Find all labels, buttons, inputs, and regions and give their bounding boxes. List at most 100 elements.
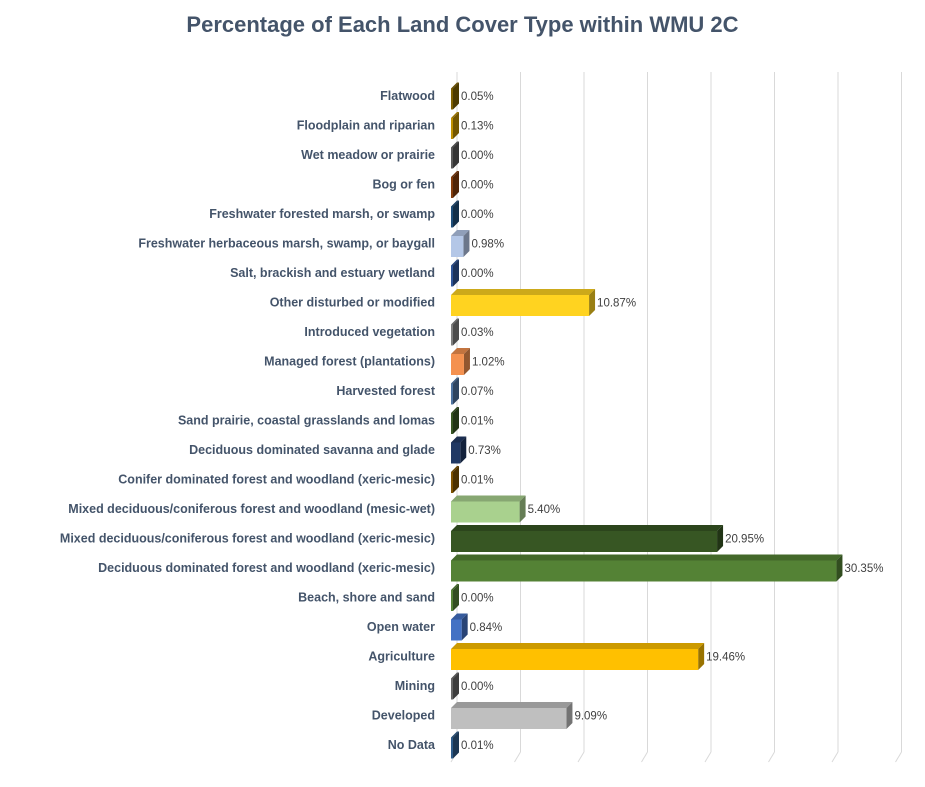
bar-side-face [589, 289, 596, 316]
data-label: 0.00% [461, 150, 494, 162]
category-label: Flatwood [380, 89, 435, 103]
bar-side-face [453, 377, 459, 405]
bar-side-face [836, 554, 843, 582]
bar-side-face [453, 82, 459, 110]
bar-top-face [451, 348, 470, 354]
bar-top-face [451, 554, 843, 561]
bar-side-face [453, 318, 459, 346]
category-label: Agriculture [368, 650, 435, 664]
category-label: Mixed deciduous/coniferous forest and wo… [60, 532, 435, 546]
bar [451, 413, 453, 434]
data-label: 0.07% [461, 386, 494, 398]
category-label: Mixed deciduous/coniferous forest and wo… [68, 502, 435, 516]
category-label: Sand prairie, coastal grasslands and lom… [178, 414, 435, 428]
bar [451, 147, 453, 169]
data-label: 0.05% [461, 91, 494, 103]
bar-top-face [451, 584, 459, 590]
bar [451, 590, 453, 611]
bar [451, 88, 453, 110]
bar-side-face [453, 407, 459, 434]
data-label: 10.87% [597, 298, 636, 310]
bar-top-face [451, 112, 459, 118]
gridline-floor [704, 751, 712, 763]
category-label: No Data [388, 738, 436, 752]
category-label: Open water [367, 620, 435, 634]
gridline-floor [768, 751, 775, 763]
category-label: Deciduous dominated savanna and glade [189, 443, 435, 457]
bar [451, 177, 453, 198]
bar-top-face [451, 613, 468, 620]
data-label: 0.98% [471, 239, 504, 251]
bar-top-face [451, 436, 467, 443]
bar-top-face [451, 318, 459, 325]
bar-top-face [451, 495, 526, 502]
category-label: Bog or fen [373, 178, 436, 192]
bar [451, 560, 837, 582]
bar-side-face [453, 141, 459, 169]
chart-title: Percentage of Each Land Cover Type withi… [186, 12, 739, 37]
bar-top-face [451, 731, 459, 738]
bar-side-face [566, 702, 573, 729]
data-label: 9.09% [574, 711, 607, 723]
data-label: 1.02% [472, 357, 505, 369]
bar [451, 442, 461, 464]
data-label: 30.35% [844, 563, 883, 575]
bar-top-face [451, 82, 459, 89]
bar-side-face [463, 348, 470, 375]
category-label: Freshwater forested marsh, or swamp [209, 207, 435, 221]
bar [451, 619, 462, 641]
gridline-floor [641, 751, 648, 763]
bar-top-face [451, 525, 724, 531]
data-label: 0.01% [461, 416, 494, 428]
bar-side-face [453, 171, 459, 198]
category-label: Salt, brackish and estuary wetland [230, 266, 435, 280]
data-label: 0.01% [461, 740, 494, 752]
category-label: Developed [372, 709, 435, 723]
category-label: Deciduous dominated forest and woodland … [98, 561, 435, 575]
category-label: Harvested forest [336, 384, 435, 398]
data-label: 0.13% [461, 121, 494, 133]
bar [451, 265, 453, 287]
data-label: 5.40% [528, 504, 561, 516]
bar [451, 236, 464, 257]
category-label: Beach, shore and sand [298, 591, 435, 605]
bar-side-face [463, 230, 470, 257]
bar [451, 118, 453, 139]
data-label: 0.84% [470, 622, 503, 634]
bar-side-face [453, 731, 459, 759]
gridline-floor [577, 751, 585, 763]
bar [451, 324, 453, 346]
data-label: 0.00% [461, 593, 494, 605]
data-label: 0.03% [461, 327, 494, 339]
gridline-floor [895, 751, 902, 763]
bar-side-face [453, 672, 459, 700]
bar-top-face [451, 643, 705, 649]
bar [451, 501, 520, 523]
bar [451, 649, 699, 670]
bar-side-face [453, 112, 459, 139]
bar [451, 206, 453, 228]
data-label: 0.00% [461, 268, 494, 280]
bar-side-face [519, 495, 526, 523]
category-label: Mining [395, 679, 435, 693]
bar-top-face [451, 672, 459, 679]
data-label: 0.00% [461, 209, 494, 221]
category-label: Conifer dominated forest and woodland (x… [118, 473, 435, 487]
bar-top-face [451, 289, 596, 295]
bar-top-face [451, 141, 459, 148]
category-label: Freshwater herbaceous marsh, swamp, or b… [138, 237, 435, 251]
category-label: Managed forest (plantations) [264, 355, 435, 369]
data-label: 0.01% [461, 475, 494, 487]
bar-top-face [451, 377, 459, 384]
category-label: Floodplain and riparian [297, 119, 435, 133]
bar [451, 383, 453, 405]
bar-top-face [451, 200, 459, 207]
data-label: 0.73% [468, 445, 501, 457]
gridline-floor [831, 751, 839, 763]
bar-side-face [453, 466, 459, 493]
bar-side-face [698, 643, 705, 670]
bar [451, 531, 718, 552]
bar-top-face [451, 702, 573, 708]
